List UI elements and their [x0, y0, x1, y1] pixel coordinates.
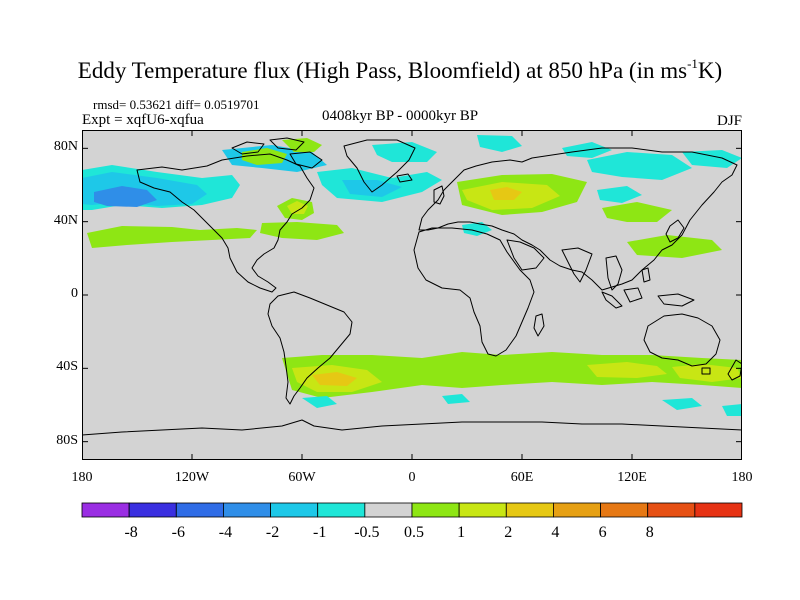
period-label: 0408kyr BP - 0000kyr BP: [321, 108, 479, 124]
title-main: Eddy Temperature flux (High Pass, Bloomf…: [77, 58, 688, 83]
figure-title: Eddy Temperature flux (High Pass, Bloomf…: [0, 56, 800, 84]
field-eurasia-core: [490, 187, 522, 200]
colorbar-swatch: [81, 502, 130, 518]
colorbar-label: 2: [504, 524, 512, 541]
colorbar-swatch: [364, 502, 413, 518]
field-china-pos: [602, 202, 672, 222]
coast-borneo: [623, 287, 643, 303]
field-svalbard-neg: [477, 135, 522, 152]
field-japan-pos: [627, 235, 722, 258]
coast-arctic-islands: [231, 137, 323, 169]
colorbar-swatch: [553, 502, 601, 518]
colorbar-label: -0.5: [354, 524, 379, 541]
coast-antarctica: [82, 419, 742, 436]
field-baffin-pos: [282, 138, 322, 152]
y-tick-label: 0: [71, 286, 78, 301]
field-so-neg-1: [302, 396, 337, 408]
field-siberia-neg: [587, 152, 692, 180]
coast-greenland: [343, 139, 416, 193]
coast-sumatra: [601, 291, 623, 309]
colorbar-label: -2: [266, 524, 279, 541]
colorbar-label: 6: [599, 524, 607, 541]
colorbar-swatch: [694, 502, 743, 518]
x-axis: [82, 130, 742, 460]
field-greenland-neg: [372, 142, 437, 162]
coast-japan: [665, 219, 685, 243]
coast-india: [561, 247, 593, 283]
coast-australia: [643, 313, 721, 367]
colorbar-label: 0.5: [404, 524, 424, 541]
season-label: DJF: [716, 113, 742, 129]
field-so-pos-tasman: [672, 364, 742, 382]
colorbar-swatch: [128, 502, 177, 518]
colorbar-label: 8: [646, 524, 654, 541]
y-tick-label: 40S: [56, 359, 78, 375]
x-tick-label: 180: [731, 470, 753, 485]
field-npac-neg-core: [94, 186, 157, 207]
field-natl-neg-core: [342, 180, 402, 197]
coast-madagascar: [533, 313, 545, 337]
coast-iceland: [396, 173, 413, 183]
colorbar-swatch: [411, 502, 460, 518]
x-tick-label: 180: [71, 470, 93, 485]
coast-europe: [418, 147, 738, 291]
coast-indochina: [605, 255, 623, 291]
title-end: K): [697, 58, 723, 83]
coast-north-america: [136, 153, 315, 293]
colorbar-swatch: [647, 502, 696, 518]
field-med-neg: [462, 222, 492, 236]
coast-uk: [433, 185, 445, 205]
x-tick-label: 60E: [510, 470, 534, 485]
x-tick-label: 0: [408, 470, 416, 485]
coast-arabia: [506, 239, 545, 271]
x-tick-label: 120E: [617, 470, 647, 485]
coast-africa: [413, 227, 535, 357]
colorbar-swatch: [600, 502, 649, 518]
x-tick-label: 120W: [174, 470, 210, 485]
colorbar-swatch: [175, 502, 224, 518]
colorbar: -8 -6 -4 -2 -1 -0.5 0.5 1 2 4 6 8: [81, 502, 743, 541]
colorbar-label: -8: [124, 524, 137, 541]
field-so-pos-indian: [587, 362, 667, 378]
field-npac-pos2: [260, 222, 344, 240]
colorbar-swatch: [317, 502, 366, 518]
colorbar-label: -6: [172, 524, 185, 541]
y-tick-label: 80N: [53, 139, 78, 155]
colorbar-label: -1: [313, 524, 326, 541]
experiment-label: Expt = xqfU6-xqfua: [82, 112, 204, 128]
field-so-neg-3: [722, 404, 742, 416]
y-tick-label: 40N: [53, 212, 78, 228]
coast-philippines: [641, 267, 651, 283]
coast-new-guinea: [657, 293, 695, 307]
stats-label: rmsd= 0.53621 diff= 0.0519701: [93, 97, 260, 112]
field-so-neg-4: [442, 394, 470, 404]
field-mongolia-neg: [597, 186, 642, 203]
field-so-neg-2: [662, 398, 702, 410]
anomaly-field-layer: [82, 135, 742, 416]
colorbar-swatch: [505, 502, 554, 518]
coast-south-america: [267, 291, 353, 405]
map-plot: [82, 130, 742, 460]
coastlines: [82, 137, 742, 436]
colorbar-swatch: [270, 502, 319, 518]
coast-tasmania: [701, 367, 711, 375]
y-axis: [82, 147, 742, 443]
x-tick-label: 60W: [288, 470, 316, 485]
y-tick-label: 80S: [56, 432, 78, 448]
colorbar-label: 1: [457, 524, 465, 541]
colorbar-label: 4: [551, 524, 559, 541]
field-so-pos-core: [312, 372, 357, 386]
colorbar-label: -4: [219, 524, 232, 541]
title-superscript: -1: [687, 56, 698, 71]
colorbar-swatch: [458, 502, 507, 518]
field-nfld-core: [287, 201, 308, 214]
field-beringia-neg: [682, 150, 742, 168]
colorbar-swatch: [223, 502, 271, 518]
field-npac-pos: [87, 226, 257, 248]
